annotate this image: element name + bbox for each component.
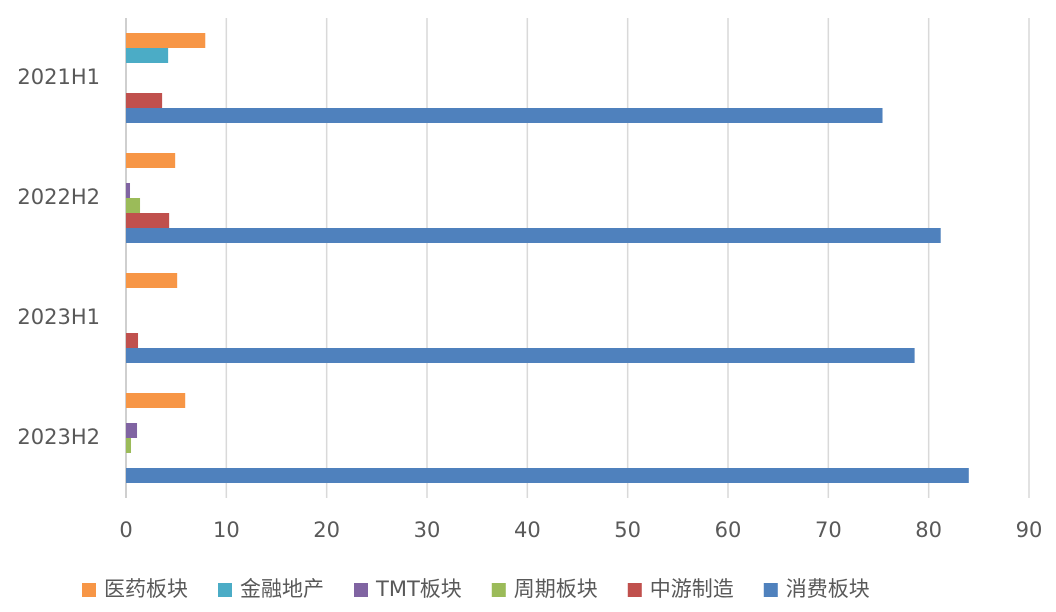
x-tick-label: 20 [313,518,340,542]
x-tick-label: 40 [514,518,541,542]
bar [126,393,186,408]
y-tick-label: 2023H2 [17,425,100,449]
bar [126,108,883,123]
bar [126,423,138,438]
legend-swatch [763,583,778,597]
x-tick-label: 30 [414,518,441,542]
legend-label: 医药板块 [104,577,188,601]
legend-label: 消费板块 [786,577,870,601]
x-tick-label: 80 [915,518,942,542]
bar [126,48,169,63]
legend-swatch [491,583,506,597]
bar [126,213,170,228]
y-tick-label: 2023H1 [17,305,100,329]
x-tick-label: 0 [119,518,132,542]
bar [126,468,969,483]
legend-swatch [218,583,232,597]
legend-label: 金融地产 [240,577,324,601]
x-tick-label: 90 [1016,518,1043,542]
bar [126,198,141,213]
bar [126,93,163,108]
legend-swatch [627,583,642,597]
bar [126,153,176,168]
bar [126,273,178,288]
legend-label: 周期板块 [514,577,598,601]
x-tick-label: 60 [715,518,742,542]
bar [126,33,206,48]
legend-swatch [82,583,96,597]
legend-label: 中游制造 [650,577,734,601]
bar [126,333,139,348]
y-tick-label: 2021H1 [17,65,100,89]
x-tick-label: 50 [614,518,641,542]
y-tick-label: 2022H2 [17,185,100,209]
legend-label: TMT板块 [375,577,462,601]
bar [126,348,915,363]
bar [126,438,132,453]
x-tick-label: 70 [815,518,842,542]
bar [126,183,131,198]
legend-swatch [354,583,368,597]
bar [126,228,941,243]
x-tick-label: 10 [213,518,240,542]
